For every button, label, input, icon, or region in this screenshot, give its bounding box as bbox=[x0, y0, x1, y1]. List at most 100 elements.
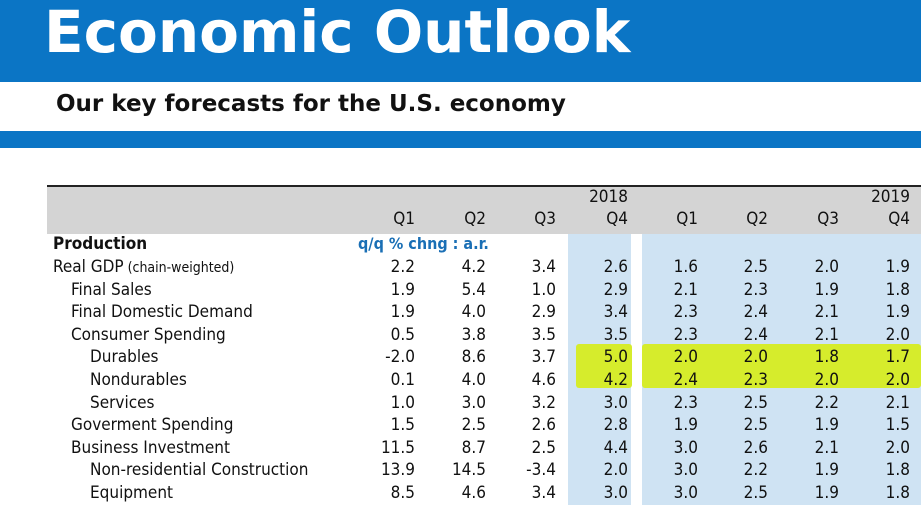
quarter-header: Q1 bbox=[676, 209, 698, 229]
table-cell: 2.0 bbox=[603, 460, 628, 481]
table-cell: 1.8 bbox=[885, 279, 910, 300]
table-cell: 1.7 bbox=[885, 347, 910, 368]
table-cell: 2.1 bbox=[885, 392, 910, 413]
table-cell: 8.6 bbox=[461, 347, 486, 368]
table-cell: 2.5 bbox=[461, 415, 486, 436]
table-cell: 2.3 bbox=[673, 324, 698, 345]
table-cell: 11.5 bbox=[380, 437, 415, 458]
table-cell: 4.0 bbox=[461, 302, 486, 323]
table-cell: 0.5 bbox=[390, 324, 415, 345]
table-cell: 2.3 bbox=[743, 370, 768, 390]
table-cell: 2.9 bbox=[531, 302, 556, 323]
table-cell: 14.5 bbox=[451, 460, 486, 481]
quarter-header: Q3 bbox=[817, 209, 839, 229]
table-cell: 4.2 bbox=[461, 257, 486, 277]
unit-label: q/q % chng : a.r. bbox=[358, 234, 489, 253]
table-cell: 2.0 bbox=[885, 324, 910, 345]
table-cell: 4.6 bbox=[461, 483, 486, 503]
table-cell: 2.2 bbox=[743, 460, 768, 481]
table-cell: 2.6 bbox=[603, 257, 628, 277]
table-cell: 2.9 bbox=[603, 279, 628, 300]
table-cell: 1.0 bbox=[531, 279, 556, 300]
table-cell: 2.3 bbox=[673, 302, 698, 323]
table-cell: 4.2 bbox=[603, 370, 628, 390]
table-cell: 2.6 bbox=[531, 415, 556, 436]
table-cell: 3.5 bbox=[531, 324, 556, 345]
table-cell: 3.4 bbox=[531, 483, 556, 503]
table-cell: 5.4 bbox=[461, 279, 486, 300]
quarter-header: Q3 bbox=[534, 209, 556, 229]
year-label: 2019 bbox=[871, 187, 910, 207]
table-cell: 2.4 bbox=[743, 324, 768, 345]
table-cell: 1.9 bbox=[885, 302, 910, 323]
quarter-header: Q4 bbox=[888, 209, 910, 229]
row-label: Non-residential Construction bbox=[90, 460, 309, 481]
highlight-marker bbox=[642, 344, 921, 388]
table-cell: 2.6 bbox=[743, 437, 768, 458]
table-cell: 8.7 bbox=[461, 437, 486, 458]
table-cell: 2.8 bbox=[603, 415, 628, 436]
table-cell: 1.9 bbox=[814, 483, 839, 503]
table-cell: 2.5 bbox=[743, 415, 768, 436]
table-cell: 2.0 bbox=[885, 437, 910, 458]
table-cell: 3.0 bbox=[603, 483, 628, 503]
table-cell: 1.9 bbox=[814, 460, 839, 481]
quarter-header: Q1 bbox=[393, 209, 415, 229]
table-cell: 2.1 bbox=[673, 279, 698, 300]
row-label: Real GDP (chain-weighted) bbox=[53, 257, 235, 277]
table-cell: 3.2 bbox=[531, 392, 556, 413]
table-cell: 2.5 bbox=[531, 437, 556, 458]
table-cell: 2.5 bbox=[743, 257, 768, 277]
table-cell: 2.5 bbox=[743, 392, 768, 413]
table-cell: 3.0 bbox=[673, 483, 698, 503]
table-cell: 2.3 bbox=[743, 279, 768, 300]
table-cell: 3.5 bbox=[603, 324, 628, 345]
table-cell: 1.5 bbox=[885, 415, 910, 436]
table-cell: 2.1 bbox=[814, 324, 839, 345]
table-cell: 2.0 bbox=[885, 370, 910, 390]
table-cell: 3.7 bbox=[531, 347, 556, 368]
table-cell: 1.6 bbox=[673, 257, 698, 277]
table-header-rule bbox=[47, 185, 921, 187]
row-label-note: (chain-weighted) bbox=[123, 260, 235, 276]
table-cell: 2.2 bbox=[390, 257, 415, 277]
row-label: Goverment Spending bbox=[71, 415, 234, 436]
divider-band bbox=[0, 131, 921, 148]
table-cell: 1.9 bbox=[885, 257, 910, 277]
table-cell: 1.9 bbox=[673, 415, 698, 436]
table-cell: 2.1 bbox=[814, 302, 839, 323]
year-label: 2018 bbox=[589, 187, 628, 207]
table-cell: 2.4 bbox=[743, 302, 768, 323]
table-cell: 2.5 bbox=[743, 483, 768, 503]
table-cell: 13.9 bbox=[380, 460, 415, 481]
table-cell: 2.0 bbox=[743, 347, 768, 368]
table-cell: 3.4 bbox=[531, 257, 556, 277]
row-label: Consumer Spending bbox=[71, 324, 226, 345]
table-cell: 1.9 bbox=[390, 302, 415, 323]
table-cell: 5.0 bbox=[603, 347, 628, 368]
table-cell: 3.8 bbox=[461, 324, 486, 345]
table-cell: 2.0 bbox=[673, 347, 698, 368]
table-cell: 8.5 bbox=[390, 483, 415, 503]
row-label: Services bbox=[90, 392, 155, 413]
quarter-header: Q4 bbox=[606, 209, 628, 229]
table-cell: 2.1 bbox=[814, 437, 839, 458]
page-title: Economic Outlook bbox=[44, 0, 631, 66]
highlight-marker bbox=[576, 344, 632, 388]
table-cell: 1.9 bbox=[390, 279, 415, 300]
table-cell: -2.0 bbox=[385, 347, 415, 368]
row-label: Durables bbox=[90, 347, 159, 368]
table-cell: 1.8 bbox=[814, 347, 839, 368]
table-cell: 0.1 bbox=[390, 370, 415, 390]
row-label: Business Investment bbox=[71, 437, 230, 458]
page-subtitle: Our key forecasts for the U.S. economy bbox=[56, 91, 566, 117]
table-cell: 4.4 bbox=[603, 437, 628, 458]
table-cell: 1.8 bbox=[885, 460, 910, 481]
table-cell: 1.0 bbox=[390, 392, 415, 413]
table-cell: 4.0 bbox=[461, 370, 486, 390]
row-label: Final Sales bbox=[71, 279, 152, 300]
table-cell: 3.0 bbox=[461, 392, 486, 413]
table-cell: 2.0 bbox=[814, 370, 839, 390]
row-label: Nondurables bbox=[90, 370, 187, 390]
table-cell: 2.4 bbox=[673, 370, 698, 390]
